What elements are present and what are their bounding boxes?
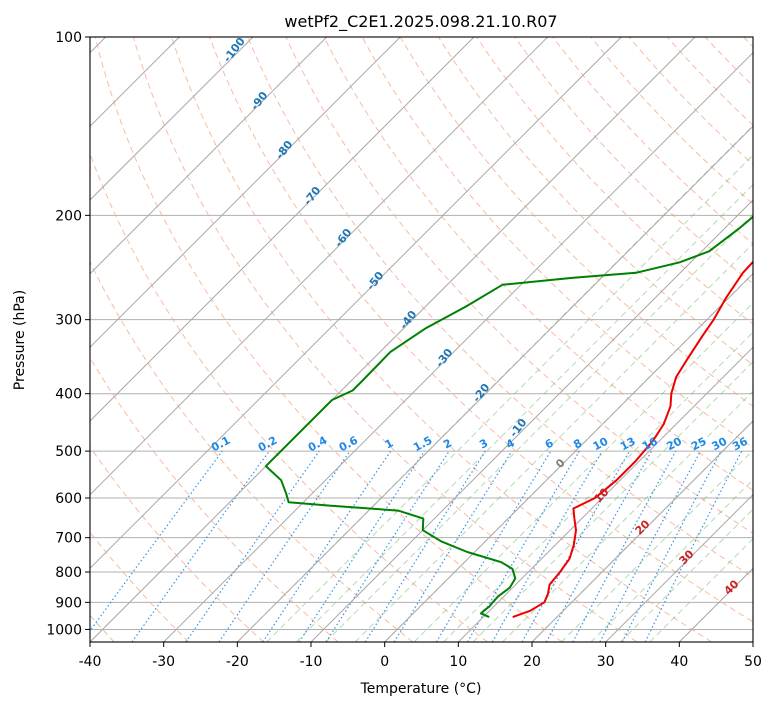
x-tick-label: -10 [300,654,323,670]
y-tick-label: 300 [55,313,82,329]
moist-adiabat [325,213,753,642]
profile-series [264,215,753,619]
x-tick-label: -20 [226,654,249,670]
y-axis-label: Pressure (hPa) [12,290,28,390]
mixing-ratio-label: 13 [618,435,638,454]
dry-adiabat [476,37,753,325]
x-tick-label: -40 [79,654,102,670]
isotherm [90,37,549,496]
isotherm [90,37,475,422]
dry-adiabat [247,37,753,578]
plot-frame [89,36,754,643]
mixing-ratio-line [364,450,486,642]
x-tick-label: 0 [380,654,389,670]
mixing-ratio-line [491,450,603,642]
mixing-ratio-label: 20 [664,434,684,453]
dry-adiabat [209,37,753,623]
isotherm [457,346,753,642]
dry-adiabat [514,37,753,285]
x-tick-label: 40 [670,654,688,670]
isotherm [163,51,753,642]
isotherm [90,37,622,570]
moist-adiabat [354,242,753,642]
x-tick-label: -30 [152,654,175,670]
isotherm [236,125,753,642]
mixing-ratio-line [572,450,677,642]
y-tick-label: 600 [55,491,82,507]
dry-adiabat [90,260,414,642]
isotherm [90,37,401,349]
mixing-ratio-line [393,450,513,642]
x-axis-label: Temperature (°C) [360,681,482,697]
isotherm [90,37,696,642]
mixing-ratio-line [218,450,351,642]
isotherm [90,37,254,201]
isotherm [310,199,753,642]
mixing-ratio-label: 30 [710,435,730,454]
y-tick-label: 200 [55,208,82,224]
mixing-ratio-line [435,450,552,642]
x-tick-label: 20 [523,654,541,670]
mixing-ratio-line [325,450,450,642]
dry-adiabat [628,37,753,166]
isotherm [384,272,753,642]
x-tick-label: 30 [597,654,615,670]
dry-adiabat [132,37,638,642]
dry-adiabat [90,446,264,642]
y-tick-label: 500 [55,444,82,460]
dewpoint-line [264,215,753,619]
y-tick-label: 100 [55,30,82,46]
x-tick-label: 10 [449,654,467,670]
y-tick-label: 800 [55,565,82,581]
mixing-ratio-label: 16 [640,435,660,454]
mixing-ratio-label: 36 [730,435,750,454]
y-tick-label: 1000 [46,622,82,638]
dry-adiabat [323,37,753,491]
dry-adiabat [94,37,563,642]
mixing-ratio-label: 10 [591,434,611,453]
mixing-ratio-line [131,450,270,642]
mixing-ratio-label: 25 [689,435,709,454]
isotherm [90,37,328,275]
mixing-ratio-line [90,450,223,632]
dry-adiabat [399,37,753,407]
chart-title: wetPf2_C2E1.2025.098.21.10.R07 [284,12,557,32]
pressure-gridlines [90,37,753,630]
mixing-ratio-line [185,450,320,642]
x-axis-ticks: -40 -30 -20 -10 0 10 20 30 40 50 [79,642,762,670]
isotherms [90,37,753,642]
dry-adiabats [90,37,753,642]
mixing-ratio-lines [90,450,743,642]
x-tick-label: 50 [744,654,762,670]
y-tick-label: 900 [55,595,82,611]
y-axis-ticks: 100 200 300 400 500 600 700 800 900 1000 [46,30,90,638]
isotherm [605,493,753,642]
y-tick-label: 400 [55,387,82,403]
temperature-line [512,260,753,619]
isotherm [531,420,753,642]
y-tick-label: 700 [55,531,82,547]
mixing-ratio-line [521,450,631,642]
